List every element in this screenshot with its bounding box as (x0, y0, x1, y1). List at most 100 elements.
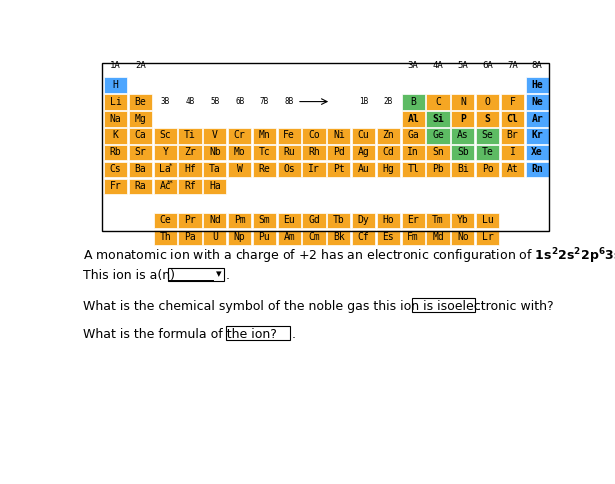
FancyBboxPatch shape (501, 128, 524, 144)
FancyBboxPatch shape (402, 162, 425, 178)
Text: 7B: 7B (260, 97, 269, 106)
Text: Rf: Rf (184, 182, 196, 191)
Text: Cm: Cm (308, 232, 320, 242)
Text: Gd: Gd (308, 215, 320, 225)
Text: Th: Th (159, 232, 171, 242)
Text: Ru: Ru (284, 148, 295, 157)
FancyBboxPatch shape (426, 213, 450, 228)
FancyBboxPatch shape (178, 128, 202, 144)
Text: Xe: Xe (531, 148, 543, 157)
Text: Dy: Dy (358, 215, 370, 225)
FancyBboxPatch shape (228, 145, 252, 161)
FancyBboxPatch shape (203, 213, 226, 228)
FancyBboxPatch shape (178, 213, 202, 228)
FancyBboxPatch shape (501, 162, 524, 178)
Text: ▾: ▾ (216, 270, 221, 279)
FancyBboxPatch shape (451, 162, 474, 178)
FancyBboxPatch shape (277, 162, 301, 178)
Bar (226, 326, 290, 340)
FancyBboxPatch shape (253, 128, 276, 144)
Text: Pu: Pu (258, 232, 271, 242)
Text: 7A: 7A (507, 61, 518, 70)
Text: Mo: Mo (234, 148, 245, 157)
FancyBboxPatch shape (129, 179, 152, 195)
Text: C: C (435, 97, 441, 106)
Text: Sn: Sn (432, 148, 444, 157)
Text: Rn: Rn (531, 165, 543, 174)
Text: Md: Md (432, 232, 444, 242)
Text: Po: Po (482, 165, 493, 174)
FancyBboxPatch shape (303, 213, 326, 228)
Text: Zr: Zr (184, 148, 196, 157)
Text: 2A: 2A (135, 61, 146, 70)
FancyBboxPatch shape (178, 179, 202, 195)
Text: S: S (485, 114, 491, 123)
Text: Re: Re (258, 165, 271, 174)
Text: Sb: Sb (457, 148, 469, 157)
FancyBboxPatch shape (154, 128, 177, 144)
Text: Tc: Tc (258, 148, 271, 157)
Text: Ga: Ga (407, 131, 419, 140)
FancyBboxPatch shape (129, 162, 152, 178)
FancyBboxPatch shape (277, 213, 301, 228)
Text: 4A: 4A (432, 61, 443, 70)
FancyBboxPatch shape (303, 128, 326, 144)
Text: Ce: Ce (159, 215, 171, 225)
Text: 6A: 6A (482, 61, 493, 70)
FancyBboxPatch shape (327, 162, 351, 178)
Text: Y: Y (162, 148, 168, 157)
Text: La: La (159, 165, 171, 174)
Text: P: P (460, 114, 466, 123)
FancyBboxPatch shape (203, 230, 226, 245)
Text: Li: Li (109, 97, 122, 106)
Text: Sm: Sm (258, 215, 271, 225)
FancyBboxPatch shape (402, 111, 425, 127)
FancyBboxPatch shape (377, 145, 400, 161)
FancyBboxPatch shape (451, 230, 474, 245)
FancyBboxPatch shape (352, 162, 375, 178)
FancyBboxPatch shape (402, 128, 425, 144)
FancyBboxPatch shape (352, 145, 375, 161)
FancyBboxPatch shape (327, 213, 351, 228)
FancyBboxPatch shape (129, 128, 152, 144)
Text: *: * (169, 163, 172, 168)
FancyBboxPatch shape (203, 179, 226, 195)
FancyBboxPatch shape (277, 128, 301, 144)
FancyBboxPatch shape (451, 94, 474, 110)
Text: Cr: Cr (234, 131, 245, 140)
Text: Rh: Rh (308, 148, 320, 157)
FancyBboxPatch shape (501, 145, 524, 161)
Text: Br: Br (507, 131, 518, 140)
Text: Er: Er (407, 215, 419, 225)
Text: Pd: Pd (333, 148, 344, 157)
Text: Bi: Bi (457, 165, 469, 174)
Text: Fe: Fe (284, 131, 295, 140)
Text: Ho: Ho (383, 215, 394, 225)
FancyBboxPatch shape (426, 162, 450, 178)
FancyBboxPatch shape (104, 94, 127, 110)
Text: Lu: Lu (482, 215, 493, 225)
Text: Na: Na (109, 114, 122, 123)
FancyBboxPatch shape (253, 145, 276, 161)
Text: Mg: Mg (135, 114, 146, 123)
FancyBboxPatch shape (327, 145, 351, 161)
Text: Cd: Cd (383, 148, 394, 157)
Text: Tb: Tb (333, 215, 344, 225)
FancyBboxPatch shape (476, 230, 499, 245)
FancyBboxPatch shape (526, 128, 549, 144)
Text: Fr: Fr (109, 182, 122, 191)
Text: Rb: Rb (109, 148, 122, 157)
FancyBboxPatch shape (228, 128, 252, 144)
FancyBboxPatch shape (402, 94, 425, 110)
Text: Be: Be (135, 97, 146, 106)
Text: Bk: Bk (333, 232, 344, 242)
Text: **: ** (167, 180, 174, 185)
Text: Os: Os (284, 165, 295, 174)
Text: Ag: Ag (358, 148, 370, 157)
Text: Lr: Lr (482, 232, 493, 242)
Text: Nb: Nb (209, 148, 221, 157)
FancyBboxPatch shape (451, 128, 474, 144)
Text: 8A: 8A (532, 61, 542, 70)
Text: K: K (113, 131, 119, 140)
Text: Au: Au (358, 165, 370, 174)
